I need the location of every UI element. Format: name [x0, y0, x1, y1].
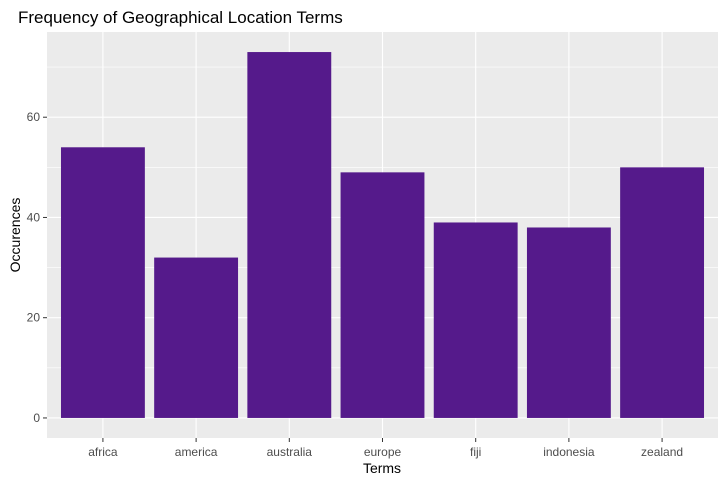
- bar-europe: [340, 172, 425, 418]
- bar-australia: [247, 52, 332, 418]
- x-tick-label: indonesia: [543, 445, 595, 459]
- bar-africa: [60, 147, 145, 418]
- bar-america: [154, 257, 239, 418]
- bar-zealand: [620, 167, 705, 418]
- x-tick-label: australia: [267, 445, 313, 459]
- x-tick-label: zealand: [641, 445, 683, 459]
- y-tick-label: 60: [27, 110, 41, 124]
- x-tick-label: africa: [88, 445, 118, 459]
- y-tick-label: 20: [27, 311, 41, 325]
- x-tick-label: fiji: [470, 445, 481, 459]
- y-axis: 0 20 40 60: [27, 110, 47, 425]
- bar-fiji: [433, 222, 518, 418]
- bars: [60, 52, 705, 418]
- y-axis-title: Occurences: [7, 198, 23, 273]
- x-tick-label: america: [175, 445, 218, 459]
- bar-indonesia: [526, 227, 611, 418]
- x-axis: africa america australia europe fiji indonesi…: [88, 438, 683, 459]
- x-axis-title: Terms: [363, 460, 401, 476]
- y-tick-label: 0: [33, 411, 40, 425]
- x-tick-label: europe: [364, 445, 402, 459]
- chart-title: Frequency of Geographical Location Terms: [18, 8, 343, 27]
- y-tick-label: 40: [27, 210, 41, 224]
